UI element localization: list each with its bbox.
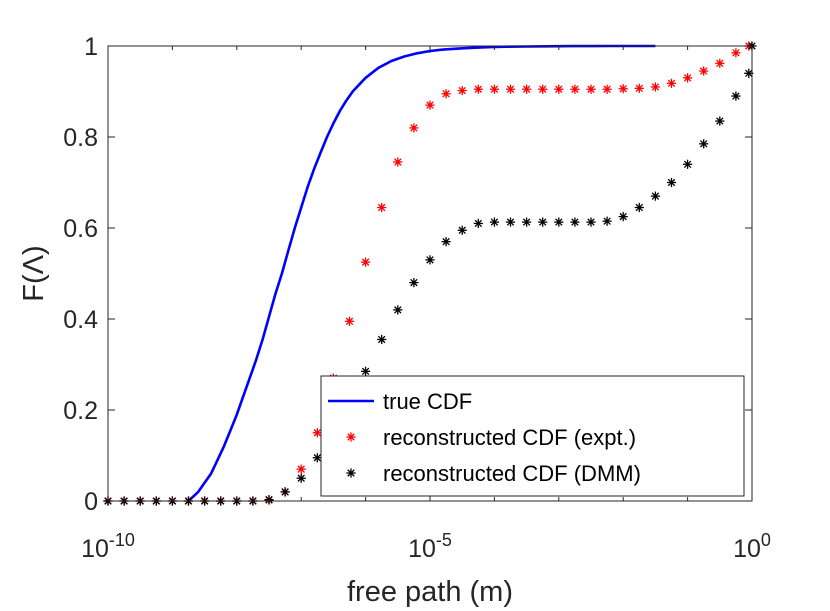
data-point-series-2-32 [618, 212, 628, 222]
data-point-series-1-17 [377, 202, 387, 213]
data-point-series-1-22 [457, 85, 467, 96]
data-point-series-1-33 [634, 83, 644, 93]
data-point-series-2-36 [683, 159, 693, 169]
y-tick-label-3: 0.6 [63, 215, 98, 243]
data-point-series-2-31 [602, 216, 612, 226]
data-point-series-2-24 [489, 217, 499, 227]
x-axis-label: free path (m) [347, 576, 513, 608]
series-layer [103, 41, 757, 506]
data-point-series-2-10 [264, 495, 274, 505]
x-tick-label-0: 10-10 [81, 530, 135, 563]
legend-box [320, 375, 745, 497]
data-point-series-2-25 [505, 217, 516, 227]
y-tick-label-2: 0.4 [63, 306, 98, 334]
data-point-series-2-18 [393, 305, 403, 315]
data-point-series-1-18 [393, 157, 403, 167]
data-point-series-2-13 [312, 453, 322, 463]
axes-layer: 10-10 10-5 100 0 0.2 0.4 0.6 0.8 1 [63, 33, 771, 563]
data-point-series-1-28 [554, 84, 564, 94]
data-point-series-2-27 [538, 217, 548, 227]
data-point-series-1-19 [409, 123, 419, 133]
data-point-series-1-35 [666, 78, 677, 88]
data-point-series-1-32 [618, 84, 628, 94]
data-point-series-2-28 [554, 217, 564, 227]
data-point-series-2-35 [666, 177, 677, 188]
data-point-series-2-26 [522, 217, 532, 227]
data-point-series-1-15 [344, 316, 355, 326]
data-point-series-2-34 [650, 191, 660, 201]
data-point-series-1-37 [699, 66, 709, 76]
data-point-series-2-22 [457, 225, 467, 235]
legend: true CDF reconstructed CDF (expt.) reconst… [320, 375, 745, 497]
data-point-series-1-12 [296, 464, 306, 474]
data-point-series-2-39 [731, 91, 741, 101]
data-point-series-1-26 [522, 84, 532, 94]
data-point-series-2-16 [361, 366, 371, 376]
data-point-series-2-17 [377, 334, 387, 345]
data-point-series-1-24 [489, 84, 499, 94]
data-point-series-1-27 [538, 84, 548, 94]
data-point-series-2-30 [586, 217, 596, 227]
data-point-series-1-39 [731, 48, 741, 58]
data-point-series-2-12 [296, 473, 306, 483]
legend-label-2: reconstructed CDF (DMM) [383, 461, 641, 486]
data-point-series-2-11 [280, 487, 290, 497]
data-point-series-2-37 [699, 139, 709, 149]
data-point-series-2-20 [425, 255, 435, 265]
y-tick-label-5: 1 [84, 33, 98, 61]
legend-swatch-2 [346, 468, 356, 478]
data-point-series-1-34 [650, 82, 660, 92]
data-point-series-2-33 [634, 202, 644, 213]
data-point-series-2-23 [473, 218, 483, 229]
y-tick-label-4: 0.8 [63, 124, 98, 152]
legend-label-1: reconstructed CDF (expt.) [383, 425, 636, 450]
data-point-series-2-21 [441, 237, 451, 247]
y-tick-label-0: 0 [84, 488, 98, 516]
data-point-series-1-20 [425, 100, 435, 110]
y-tick-label-1: 0.2 [63, 397, 98, 425]
data-point-series-1-38 [715, 58, 725, 68]
data-point-series-1-16 [361, 257, 371, 267]
data-point-series-1-25 [505, 84, 516, 94]
data-point-series-1-23 [473, 84, 483, 94]
data-point-series-1-36 [683, 73, 693, 83]
data-point-series-1-30 [586, 84, 596, 94]
data-point-series-2-19 [409, 278, 419, 288]
x-tick-label-2: 100 [733, 530, 771, 563]
data-point-series-2-38 [715, 116, 725, 126]
data-point-series-1-31 [602, 84, 612, 94]
data-point-series-1-21 [441, 89, 451, 99]
legend-swatch-1 [346, 432, 356, 442]
x-tick-label-1: 10-5 [408, 530, 452, 563]
y-axis-label: F(Λ) [18, 245, 50, 301]
data-point-series-1-29 [570, 84, 580, 94]
data-point-series-1-13 [312, 428, 322, 438]
data-point-series-2-29 [570, 217, 580, 227]
legend-label-0: true CDF [383, 389, 472, 414]
